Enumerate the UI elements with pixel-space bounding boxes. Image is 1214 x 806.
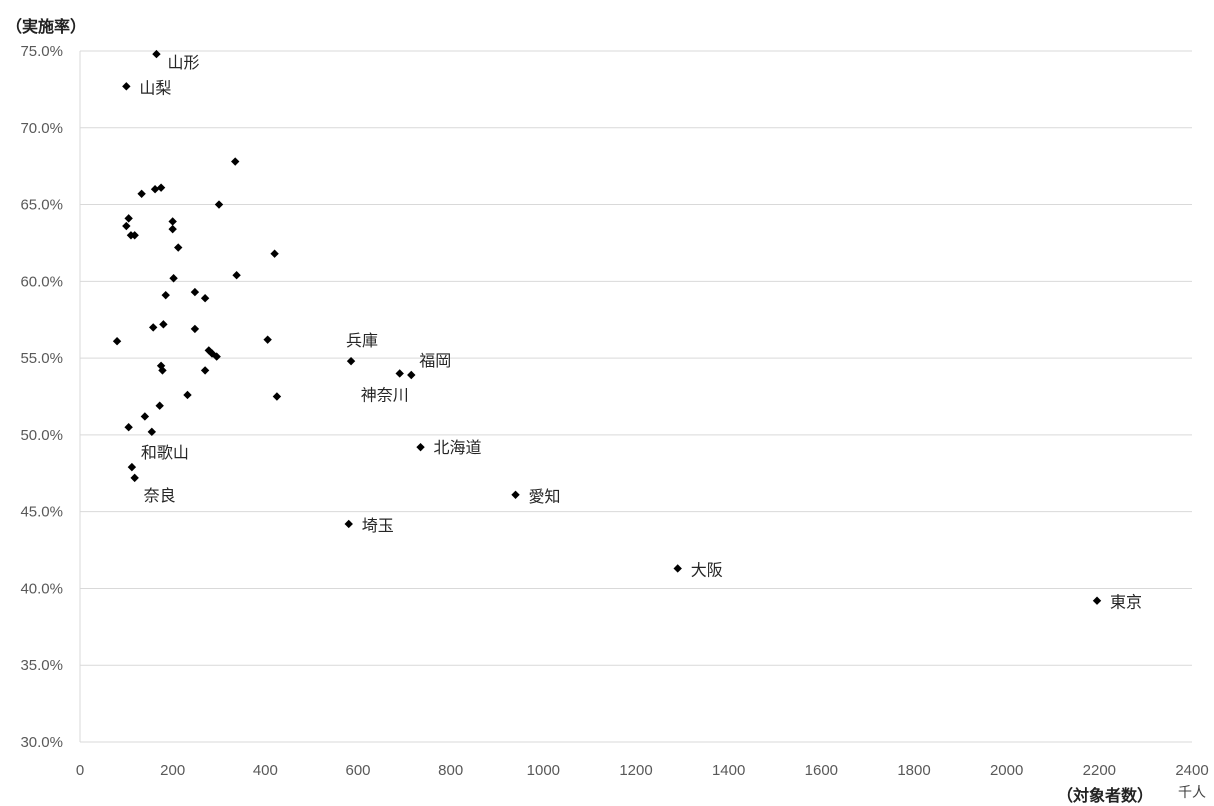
data-point <box>130 231 139 240</box>
x-tick-label: 2200 <box>1083 762 1116 779</box>
data-point <box>124 214 133 223</box>
point-label: 奈良 <box>144 486 176 505</box>
data-point <box>511 490 520 499</box>
point-label: 神奈川 <box>361 385 409 404</box>
point-label: 北海道 <box>434 438 482 457</box>
data-point <box>147 427 157 437</box>
data-point <box>150 185 160 194</box>
data-point <box>174 243 183 252</box>
x-tick-label: 1800 <box>897 762 930 779</box>
y-tick-label: 50.0% <box>20 427 63 444</box>
data-point <box>200 366 210 375</box>
x-tick-labels: 0 200 400 600 800 1000 1200 1400 1600 1800 2000 220… <box>76 762 1209 779</box>
x-tick-label: 1000 <box>527 762 560 779</box>
point-label: 兵庫 <box>346 331 378 350</box>
x-tick-label: 2000 <box>990 762 1023 779</box>
point-label: 山梨 <box>139 78 171 97</box>
x-tick-label: 1200 <box>619 762 652 779</box>
x-tick-label: 0 <box>76 762 84 779</box>
y-tick-label: 60.0% <box>20 273 63 290</box>
data-point <box>263 335 272 344</box>
data-point <box>190 324 200 334</box>
data-point <box>152 49 161 59</box>
data-point <box>232 270 241 280</box>
y-tick-label: 75.0% <box>20 43 63 60</box>
y-tick-label: 35.0% <box>20 657 63 674</box>
data-point <box>124 423 133 432</box>
y-tick-label: 55.0% <box>20 350 63 367</box>
data-point <box>168 217 177 226</box>
data-point <box>112 337 122 346</box>
x-tick-label: 800 <box>438 762 463 779</box>
data-point <box>155 401 164 410</box>
data-point <box>183 390 192 400</box>
data-point <box>149 323 158 332</box>
y-tick-label: 40.0% <box>20 580 63 597</box>
data-point <box>140 412 150 421</box>
y-tick-labels: 30.0% 35.0% 40.0% 45.0% 50.0% 55.0% 60.0% 65.0%… <box>20 43 63 751</box>
data-point <box>190 287 200 297</box>
x-axis-unit: 千人 <box>1178 785 1206 801</box>
x-tick-label: 600 <box>345 762 370 779</box>
data-point <box>204 346 214 355</box>
data-point <box>130 473 139 483</box>
x-tick-label: 200 <box>160 762 185 779</box>
data-point <box>122 82 131 91</box>
y-tick-label: 70.0% <box>20 120 63 137</box>
data-point <box>156 183 166 192</box>
point-label: 東京 <box>1110 593 1142 612</box>
data-point <box>212 352 221 361</box>
data-point <box>231 157 240 166</box>
data-point <box>407 370 416 380</box>
data-point <box>673 564 682 573</box>
point-label: 福岡 <box>419 351 451 370</box>
data-point <box>159 320 168 329</box>
x-tick-label: 400 <box>253 762 278 779</box>
y-axis-title: （実施率） <box>6 17 87 36</box>
point-label: 愛知 <box>529 487 561 506</box>
data-point <box>272 392 282 401</box>
x-tick-label: 1400 <box>712 762 745 779</box>
data-point <box>169 274 178 283</box>
data-point <box>395 369 404 378</box>
point-label: 和歌山 <box>141 443 189 462</box>
x-tick-label: 2400 <box>1175 762 1208 779</box>
data-point <box>127 462 137 472</box>
data-point <box>344 519 353 529</box>
data-point <box>214 200 224 209</box>
data-point <box>158 366 167 375</box>
point-label: 山形 <box>167 53 199 72</box>
data-point <box>270 249 279 258</box>
data-point <box>137 189 146 199</box>
y-tick-label: 45.0% <box>20 504 63 521</box>
y-tick-label: 30.0% <box>20 734 63 751</box>
point-label: 大阪 <box>691 560 723 579</box>
data-point <box>122 221 131 231</box>
gridlines <box>79 50 1192 743</box>
data-point <box>416 442 425 452</box>
data-point <box>200 294 210 303</box>
data-point <box>161 290 170 300</box>
data-point <box>1092 596 1102 605</box>
x-tick-label: 1600 <box>805 762 838 779</box>
point-label: 埼玉 <box>362 516 394 535</box>
x-axis-title: （対象者数） <box>1057 786 1154 805</box>
data-point <box>168 224 177 234</box>
data-points <box>112 49 1102 605</box>
data-point <box>346 356 356 366</box>
y-tick-label: 65.0% <box>20 197 63 214</box>
